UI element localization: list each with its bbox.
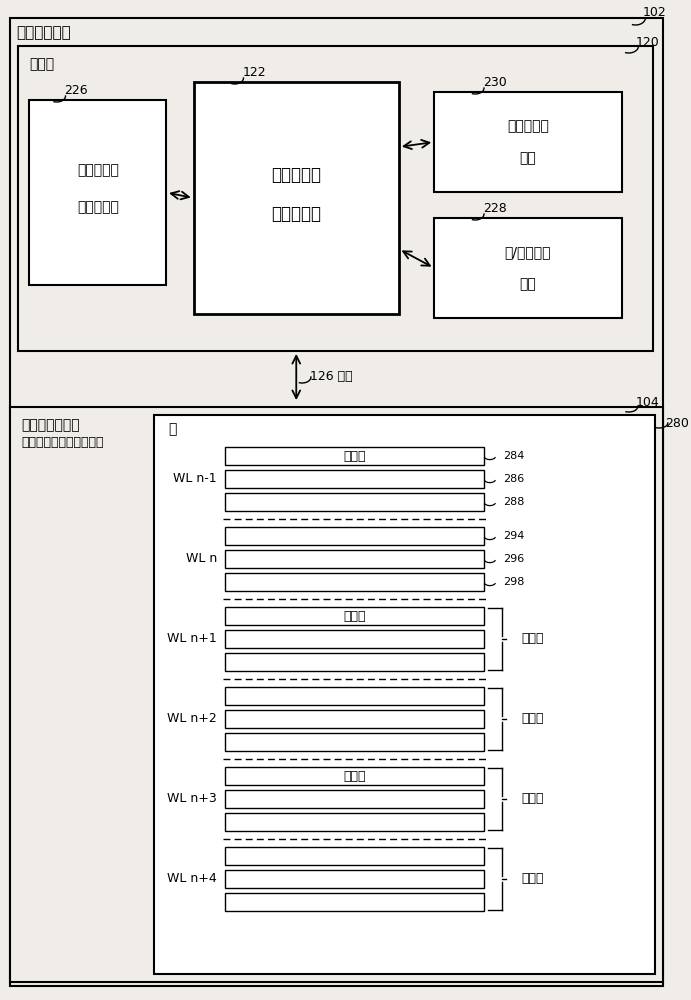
- Bar: [225, 470, 484, 488]
- Text: 引擎: 引擎: [520, 151, 536, 165]
- Text: 298: 298: [504, 577, 525, 587]
- Bar: [29, 100, 167, 285]
- Text: WL n: WL n: [186, 552, 217, 566]
- Bar: [225, 710, 484, 728]
- Bar: [225, 527, 484, 545]
- Text: WL n+1: WL n+1: [167, 633, 217, 646]
- Text: WL n-1: WL n-1: [173, 473, 217, 486]
- Text: 位选择引擎: 位选择引擎: [272, 205, 321, 223]
- Text: 286: 286: [504, 474, 524, 484]
- Text: 位存储机制: 位存储机制: [77, 200, 119, 214]
- Text: 虚数据: 虚数据: [343, 609, 366, 622]
- Text: 230: 230: [483, 76, 507, 89]
- Text: 虚数据: 虚数据: [343, 450, 366, 462]
- Bar: [225, 573, 484, 591]
- Bar: [225, 447, 484, 465]
- Text: 296: 296: [504, 554, 524, 564]
- Bar: [225, 790, 484, 808]
- Text: 280: 280: [665, 417, 689, 430]
- Bar: [225, 630, 484, 648]
- Bar: [193, 82, 399, 314]
- Bar: [225, 687, 484, 705]
- Bar: [225, 653, 484, 671]
- Text: 102: 102: [643, 5, 666, 18]
- Text: 数据存储设备: 数据存储设备: [17, 25, 71, 40]
- Text: 120: 120: [636, 35, 659, 48]
- Text: WL n+3: WL n+3: [167, 792, 217, 806]
- Text: 引擎: 引擎: [520, 277, 536, 291]
- Bar: [225, 847, 484, 865]
- Text: 228: 228: [483, 202, 507, 215]
- Text: 逻辑页: 逻辑页: [521, 872, 544, 886]
- Text: 适应性跟踪: 适应性跟踪: [507, 119, 549, 133]
- Text: 284: 284: [504, 451, 525, 461]
- Text: 控制器: 控制器: [29, 57, 55, 71]
- Text: 块: 块: [168, 422, 177, 436]
- Text: 288: 288: [504, 497, 525, 507]
- Bar: [225, 550, 484, 568]
- Bar: [225, 870, 484, 888]
- Bar: [434, 92, 622, 192]
- Text: 逻辑页: 逻辑页: [521, 792, 544, 806]
- Text: WL n+2: WL n+2: [167, 712, 217, 726]
- Text: 226: 226: [64, 84, 88, 97]
- Bar: [155, 415, 655, 974]
- Bar: [225, 893, 484, 911]
- Text: 非易失性存储器: 非易失性存储器: [21, 418, 80, 432]
- Text: （例如每单元多位快闪）: （例如每单元多位快闪）: [21, 436, 104, 450]
- Bar: [17, 46, 653, 351]
- Bar: [434, 218, 622, 318]
- Bar: [225, 733, 484, 751]
- Text: 逻辑页: 逻辑页: [521, 633, 544, 646]
- Bar: [10, 407, 663, 982]
- Bar: [225, 607, 484, 625]
- Text: 虚数据: 虚数据: [343, 770, 366, 782]
- Bar: [225, 767, 484, 785]
- Bar: [225, 493, 484, 511]
- Text: 每存储元件: 每存储元件: [272, 166, 321, 184]
- Text: 逻辑页: 逻辑页: [521, 712, 544, 726]
- Text: 104: 104: [636, 396, 659, 410]
- Text: 126 总线: 126 总线: [310, 370, 352, 383]
- Text: WL n+4: WL n+4: [167, 872, 217, 886]
- Bar: [225, 813, 484, 831]
- Text: 块/字线跟踪: 块/字线跟踪: [504, 245, 551, 259]
- Text: 每存储元件: 每存储元件: [77, 163, 119, 177]
- Text: 122: 122: [243, 66, 266, 79]
- Text: 294: 294: [504, 531, 525, 541]
